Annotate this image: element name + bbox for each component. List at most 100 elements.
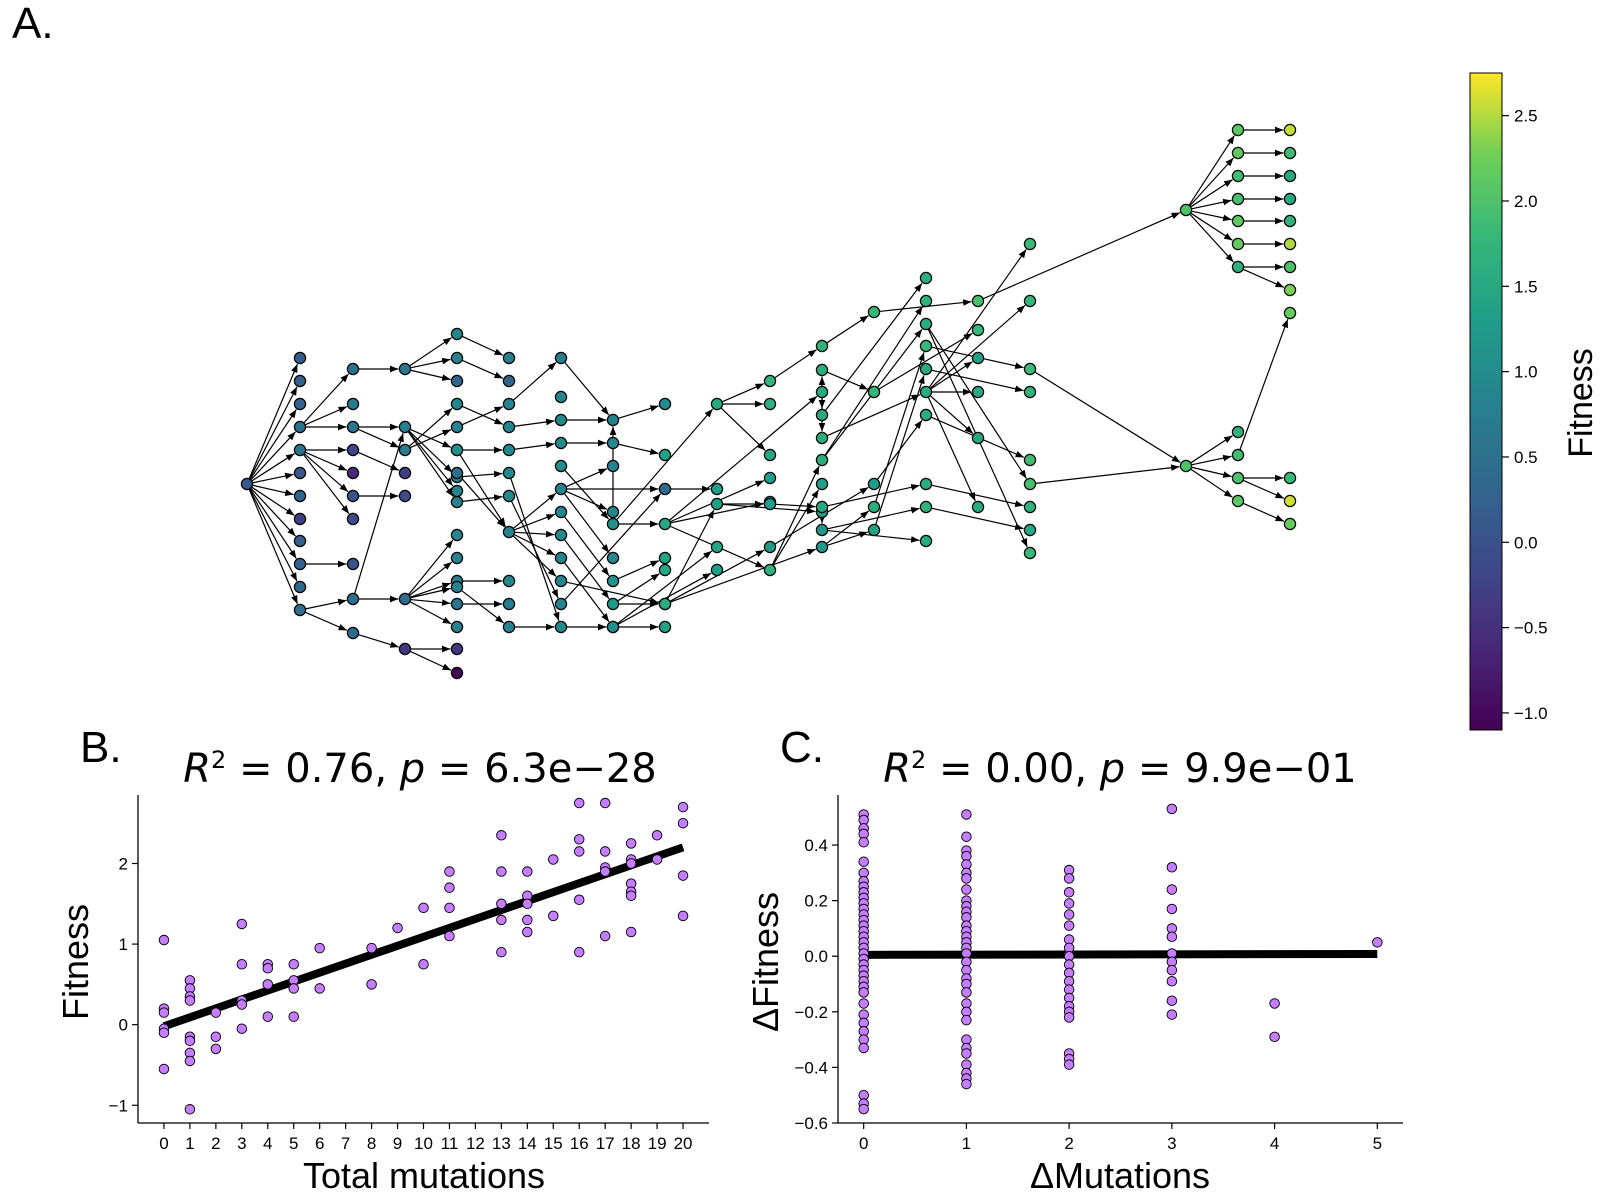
network-edge: [1191, 198, 1232, 210]
panel-b-scatter: R2 = 0.76, p = 6.3e−28 0 1 2 3 4 5 6 7 8 9 10 11 12 1…: [55, 746, 709, 1196]
network-node: [1023, 546, 1037, 560]
network-node: [450, 495, 464, 509]
network-node: [450, 620, 464, 634]
network-edge: [876, 419, 923, 480]
network-edge: [931, 484, 1024, 508]
network-node: [606, 620, 620, 634]
panel-c-point: [858, 856, 869, 867]
network-edge: [618, 443, 659, 455]
panel-b-points: [158, 797, 689, 1115]
panel-b-point: [599, 846, 611, 857]
network-node: [1023, 500, 1037, 514]
colorbar-ticks: −1.0 −0.5 0.0 0.5 1.0 1.5 2.0 2.5: [1502, 107, 1548, 723]
colorbar-tick-label: 0.0: [1514, 533, 1538, 552]
network-edge: [512, 492, 557, 529]
network-node: [346, 397, 360, 411]
network-edge: [1035, 464, 1180, 484]
network-edge: [563, 562, 610, 623]
network-node: [971, 323, 985, 337]
panel-b-xtick-label: 8: [367, 1134, 376, 1153]
network-edge: [929, 395, 974, 435]
panel-b-point: [184, 1055, 196, 1067]
network-node: [658, 448, 672, 462]
panel-c-point: [1166, 862, 1178, 873]
panel-b-point: [625, 858, 637, 869]
panel-b-point: [210, 1031, 222, 1043]
network-edge: [1190, 179, 1233, 208]
network-node: [919, 317, 933, 331]
panel-c-point: [961, 1048, 972, 1059]
panel-b-point: [288, 983, 299, 994]
network-edge: [563, 539, 610, 600]
panel-b-point: [496, 946, 507, 958]
network-node: [1283, 471, 1297, 485]
network-edge: [563, 516, 610, 577]
network-edge: [409, 601, 452, 625]
network-edge: [409, 561, 453, 597]
network-node: [658, 563, 672, 577]
network-node: [1023, 477, 1037, 491]
network-edge: [931, 507, 1024, 531]
panel-b-point: [158, 1063, 170, 1075]
panel-c-point: [1166, 903, 1178, 915]
network-node: [293, 351, 307, 365]
network-edge: [410, 369, 451, 381]
panel-c-point: [1063, 898, 1075, 909]
network-node: [554, 620, 568, 634]
panel-c-point: [1166, 995, 1178, 1006]
panel-c-ylabel: ΔFitness: [745, 892, 786, 1032]
panel-b-title: R2 = 0.76, p = 6.3e−28: [183, 746, 657, 792]
network-edge: [1034, 371, 1181, 464]
network-node: [815, 500, 829, 514]
network-edge: [1239, 318, 1289, 450]
network-edge: [410, 598, 451, 606]
network-node: [658, 551, 672, 565]
network-node: [398, 443, 412, 457]
network-node: [919, 271, 933, 285]
network-edge: [563, 493, 610, 554]
network-edge: [305, 598, 347, 610]
panel-c-ytick-label: 0.0: [804, 947, 828, 966]
network-edge: [564, 469, 610, 520]
network-edge: [1189, 157, 1234, 207]
network-node: [815, 523, 829, 537]
network-edge: [514, 441, 555, 450]
panel-c-point: [961, 1078, 972, 1090]
network-edge: [408, 430, 453, 473]
panel-b-point: [158, 1007, 170, 1018]
network-node: [606, 505, 620, 519]
panel-c-point: [1063, 909, 1075, 920]
network-edge: [249, 488, 297, 559]
network-node: [398, 592, 412, 606]
network-node: [658, 620, 672, 634]
network-node: [346, 626, 360, 640]
network-edge: [409, 428, 452, 448]
colorbar-tick-label: 2.5: [1514, 107, 1538, 126]
network-node: [919, 385, 933, 399]
panel-b-point: [599, 930, 611, 942]
panel-b-point: [184, 995, 196, 1006]
colorbar-tick-label: 1.0: [1514, 363, 1538, 382]
panel-b-point: [548, 910, 559, 922]
network-node: [919, 294, 933, 308]
panel-b-point: [573, 834, 585, 845]
panel-c-xtick-label: 3: [1167, 1134, 1176, 1153]
network-edge: [565, 468, 608, 488]
network-edge: [1242, 502, 1285, 522]
network-edge: [357, 451, 400, 471]
network-edge: [1242, 268, 1285, 288]
panel-b-point: [496, 898, 507, 910]
panel-c-ytick-label: −0.4: [794, 1058, 828, 1077]
panel-b-point: [677, 801, 689, 813]
network-node: [815, 540, 829, 554]
colorbar-tick-label: −1.0: [1514, 704, 1548, 723]
network-edge: [510, 478, 560, 621]
panel-c-point: [1063, 1012, 1075, 1023]
panel-b-point: [573, 797, 585, 809]
network-node: [658, 397, 672, 411]
panel-b-xtick-label: 5: [289, 1134, 298, 1153]
panel-b-point: [651, 830, 663, 841]
lineage-network: [240, 123, 1297, 680]
network-node: [919, 477, 933, 491]
network-edge: [931, 369, 1024, 393]
